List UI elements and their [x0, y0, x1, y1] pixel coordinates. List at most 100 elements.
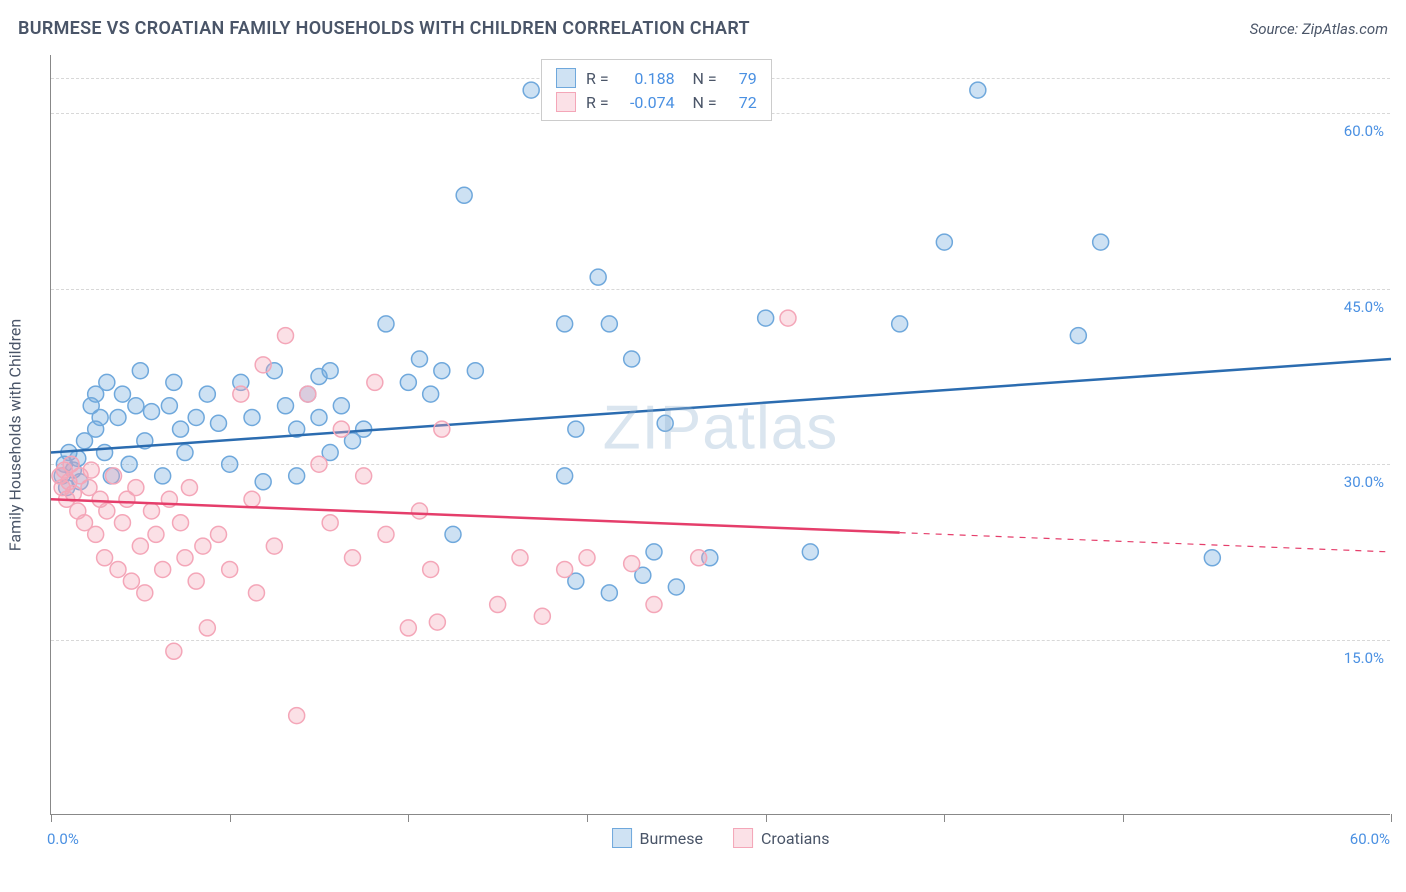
scatter-point-burmese [188, 409, 204, 425]
scatter-point-croatians [248, 585, 264, 601]
x-tick [1123, 814, 1124, 822]
scatter-point-croatians [144, 503, 160, 519]
scatter-point-burmese [456, 187, 472, 203]
scatter-point-burmese [322, 363, 338, 379]
scatter-point-croatians [429, 614, 445, 630]
scatter-point-burmese [668, 579, 684, 595]
scatter-point-croatians [646, 597, 662, 613]
scatter-point-burmese [166, 374, 182, 390]
stats-row-croatians: R = -0.074 N = 72 [556, 90, 757, 114]
scatter-point-burmese [177, 445, 193, 461]
scatter-point-croatians [266, 538, 282, 554]
scatter-point-burmese [92, 409, 108, 425]
scatter-point-burmese [467, 363, 483, 379]
x-tick [587, 814, 588, 822]
scatter-point-croatians [99, 503, 115, 519]
scatter-point-croatians [490, 597, 506, 613]
scatter-point-burmese [311, 409, 327, 425]
scatter-point-burmese [211, 415, 227, 431]
scatter-point-burmese [936, 234, 952, 250]
scatter-point-croatians [534, 608, 550, 624]
x-axis-max-label: 60.0% [1350, 830, 1390, 848]
x-tick [944, 814, 945, 822]
scatter-point-burmese [557, 468, 573, 484]
stat-r-value: -0.074 [619, 93, 675, 112]
legend-swatch-burmese [612, 828, 632, 848]
scatter-point-burmese [802, 544, 818, 560]
scatter-point-burmese [434, 363, 450, 379]
scatter-point-burmese [568, 421, 584, 437]
scatter-point-croatians [132, 538, 148, 554]
scatter-point-burmese [657, 415, 673, 431]
scatter-point-croatians [114, 515, 130, 531]
chart-header: BURMESE VS CROATIAN FAMILY HOUSEHOLDS WI… [18, 18, 1388, 39]
chart-area: Family Households with Children 15.0%30.… [50, 55, 1390, 815]
scatter-point-croatians [181, 480, 197, 496]
scatter-point-burmese [601, 585, 617, 601]
scatter-point-burmese [892, 316, 908, 332]
stat-n-value: 79 [727, 69, 757, 88]
scatter-point-croatians [512, 550, 528, 566]
scatter-point-burmese [557, 316, 573, 332]
scatter-point-croatians [195, 538, 211, 554]
swatch-burmese [556, 68, 576, 88]
scatter-point-burmese [255, 474, 271, 490]
scatter-point-croatians [244, 491, 260, 507]
scatter-point-croatians [166, 643, 182, 659]
scatter-point-croatians [300, 386, 316, 402]
x-axis-min-label: 0.0% [47, 830, 79, 848]
scatter-point-croatians [322, 515, 338, 531]
scatter-point-croatians [106, 468, 122, 484]
x-tick [408, 814, 409, 822]
stat-r-value: 0.188 [619, 69, 675, 88]
scatter-point-croatians [356, 468, 372, 484]
scatter-point-burmese [412, 351, 428, 367]
scatter-point-burmese [199, 386, 215, 402]
scatter-point-croatians [311, 456, 327, 472]
scatter-point-croatians [255, 357, 271, 373]
scatter-plot-svg [51, 55, 1390, 814]
scatter-point-croatians [367, 374, 383, 390]
stat-r-label: R = [586, 69, 609, 88]
stat-n-value: 72 [727, 93, 757, 112]
scatter-point-croatians [400, 620, 416, 636]
scatter-point-burmese [970, 82, 986, 98]
scatter-point-croatians [434, 421, 450, 437]
scatter-point-burmese [523, 82, 539, 98]
x-tick [230, 814, 231, 822]
chart-source: Source: ZipAtlas.com [1250, 20, 1388, 38]
legend-item-burmese: Burmese [612, 828, 703, 848]
scatter-point-croatians [177, 550, 193, 566]
scatter-point-croatians [289, 708, 305, 724]
scatter-point-burmese [758, 310, 774, 326]
scatter-point-burmese [400, 374, 416, 390]
scatter-point-burmese [128, 398, 144, 414]
scatter-point-burmese [624, 351, 640, 367]
scatter-point-croatians [155, 561, 171, 577]
scatter-point-croatians [780, 310, 796, 326]
scatter-point-burmese [423, 386, 439, 402]
scatter-point-croatians [199, 620, 215, 636]
swatch-croatians [556, 92, 576, 112]
scatter-point-croatians [128, 480, 144, 496]
legend-label: Croatians [761, 829, 829, 848]
scatter-point-croatians [110, 561, 126, 577]
scatter-point-burmese [161, 398, 177, 414]
scatter-point-croatians [624, 556, 640, 572]
stat-n-label: N = [685, 69, 717, 88]
scatter-point-croatians [97, 550, 113, 566]
scatter-point-croatians [333, 421, 349, 437]
scatter-point-burmese [333, 398, 349, 414]
scatter-point-croatians [579, 550, 595, 566]
scatter-point-burmese [378, 316, 394, 332]
stat-r-label: R = [586, 93, 609, 112]
scatter-point-burmese [121, 456, 137, 472]
stat-n-label: N = [685, 93, 717, 112]
regression-line-burmese [51, 359, 1391, 453]
scatter-point-burmese [601, 316, 617, 332]
scatter-point-croatians [233, 386, 249, 402]
scatter-point-burmese [445, 526, 461, 542]
scatter-point-croatians [378, 526, 394, 542]
scatter-point-croatians [278, 328, 294, 344]
scatter-point-burmese [1204, 550, 1220, 566]
